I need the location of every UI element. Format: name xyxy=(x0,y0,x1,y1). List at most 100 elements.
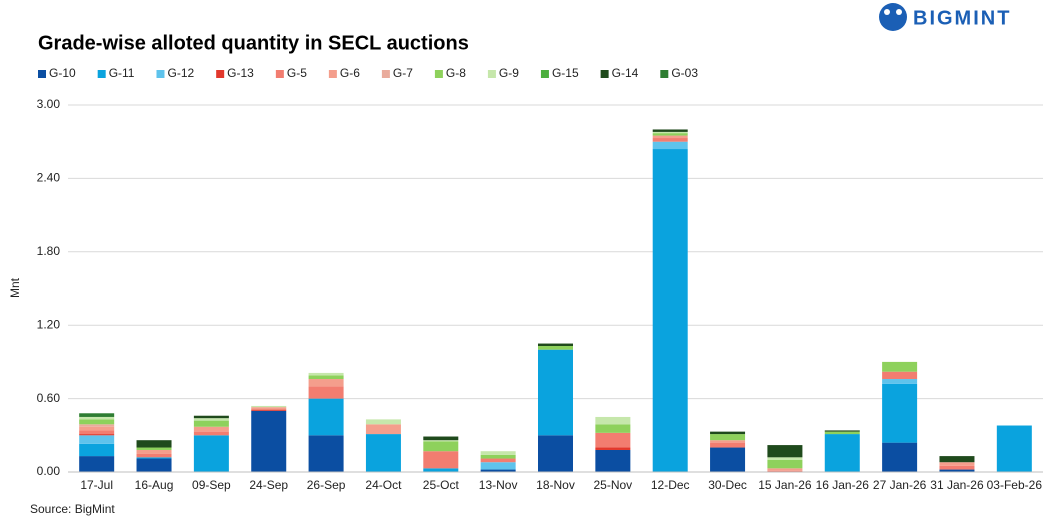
legend-swatch xyxy=(97,70,106,78)
bar-segment xyxy=(595,416,631,425)
y-tick-label: 1.20 xyxy=(37,317,61,331)
bar-segment xyxy=(308,435,344,472)
bar-segment xyxy=(710,447,746,472)
bar-segment xyxy=(193,426,229,432)
bar-segment xyxy=(767,459,803,469)
x-tick-label: 09-Sep xyxy=(192,478,231,492)
bar-segment xyxy=(193,431,229,436)
bar-segment xyxy=(136,449,172,454)
legend-swatch xyxy=(660,70,669,78)
legend-swatch xyxy=(434,70,443,78)
bar-segment xyxy=(767,468,803,471)
bar-segment xyxy=(595,424,631,433)
bar-segment xyxy=(136,447,172,450)
legend-swatch xyxy=(275,70,284,78)
logo-icon xyxy=(896,9,902,15)
bar-segment xyxy=(824,434,860,472)
bar-segment xyxy=(652,129,688,132)
bar-segment xyxy=(767,470,803,472)
bar-segment xyxy=(308,372,344,376)
legend-swatch xyxy=(600,70,609,78)
legend-label: G-12 xyxy=(167,66,194,80)
bar-segment xyxy=(882,442,918,472)
logo-icon xyxy=(884,9,890,15)
bar-segment xyxy=(79,435,115,444)
y-axis-label: Mnt xyxy=(8,277,22,298)
legend-swatch xyxy=(487,70,496,78)
bar-segment xyxy=(652,141,688,150)
bar-segment xyxy=(79,424,115,427)
bar-segment xyxy=(767,445,803,458)
bar-segment xyxy=(79,430,115,435)
bar-segment xyxy=(996,425,1032,472)
x-tick-label: 15 Jan-26 xyxy=(758,478,812,492)
bar-segment xyxy=(652,133,688,136)
legend-swatch xyxy=(381,70,390,78)
bar-segment xyxy=(538,345,573,350)
bar-segment xyxy=(882,361,918,372)
bar-segment xyxy=(939,456,975,463)
x-tick-label: 13-Nov xyxy=(479,478,518,492)
bar-segment xyxy=(710,440,746,443)
legend-swatch xyxy=(216,70,225,78)
bar-segment xyxy=(79,416,115,420)
bar-segment xyxy=(79,419,115,425)
bar-segment xyxy=(595,449,631,472)
legend-label: G-7 xyxy=(393,66,413,80)
legend-swatch xyxy=(156,70,165,78)
bar-segment xyxy=(939,469,975,472)
bar-segment xyxy=(423,468,459,472)
y-tick-label: 3.00 xyxy=(37,97,61,111)
brand: BIGMINT xyxy=(913,7,1011,29)
bar-segment xyxy=(595,447,631,450)
y-tick-label: 0.60 xyxy=(37,391,61,405)
bar-segment xyxy=(423,451,459,469)
bar-segment xyxy=(824,431,860,435)
bar-segment xyxy=(710,431,746,435)
legend-label: G-03 xyxy=(671,66,698,80)
bar-segment xyxy=(710,434,746,441)
bar-segment xyxy=(652,138,688,142)
legend-label: G-15 xyxy=(552,66,579,80)
bar-segment xyxy=(939,462,975,466)
bar-segment xyxy=(882,371,918,380)
bar-segment xyxy=(365,434,401,472)
bar-segment xyxy=(423,436,459,441)
y-tick-label: 1.80 xyxy=(37,244,61,258)
bar-segment xyxy=(423,440,459,442)
bar-segment xyxy=(480,451,516,455)
bar-segment xyxy=(308,398,344,436)
legend-label: G-8 xyxy=(446,66,466,80)
bar-segment xyxy=(882,379,918,384)
bar-segment xyxy=(480,458,516,463)
legend-swatch xyxy=(328,70,337,78)
x-tick-label: 16 Jan-26 xyxy=(816,478,870,492)
x-tick-label: 18-Nov xyxy=(536,478,575,492)
bar-segment xyxy=(79,426,115,431)
chart-title: Grade-wise alloted quantity in SECL auct… xyxy=(38,32,469,54)
bar-segment xyxy=(251,409,287,411)
bar-segment xyxy=(824,430,860,432)
bar-segment xyxy=(308,379,344,387)
legend-label: G-10 xyxy=(49,66,76,80)
bar-segment xyxy=(193,418,229,421)
bar-segment xyxy=(251,407,287,410)
x-tick-label: 12-Dec xyxy=(651,478,690,492)
bar-segment xyxy=(308,386,344,399)
x-tick-label: 30-Dec xyxy=(708,478,747,492)
bar-segment xyxy=(652,149,688,473)
bar-segment xyxy=(251,410,287,472)
legend-label: G-9 xyxy=(499,66,519,80)
bar-segment xyxy=(652,131,688,134)
x-tick-label: 24-Sep xyxy=(249,478,288,492)
bar-segment xyxy=(538,435,573,472)
bar-segment xyxy=(251,405,287,408)
legend-label: G-5 xyxy=(287,66,307,80)
bar-segment xyxy=(710,442,746,448)
bar-segment xyxy=(79,413,115,417)
bar-segment xyxy=(136,453,172,458)
bar-segment xyxy=(136,457,172,459)
bar-segment xyxy=(136,458,172,472)
bar-segment xyxy=(939,465,975,470)
bar-segment xyxy=(538,343,573,346)
